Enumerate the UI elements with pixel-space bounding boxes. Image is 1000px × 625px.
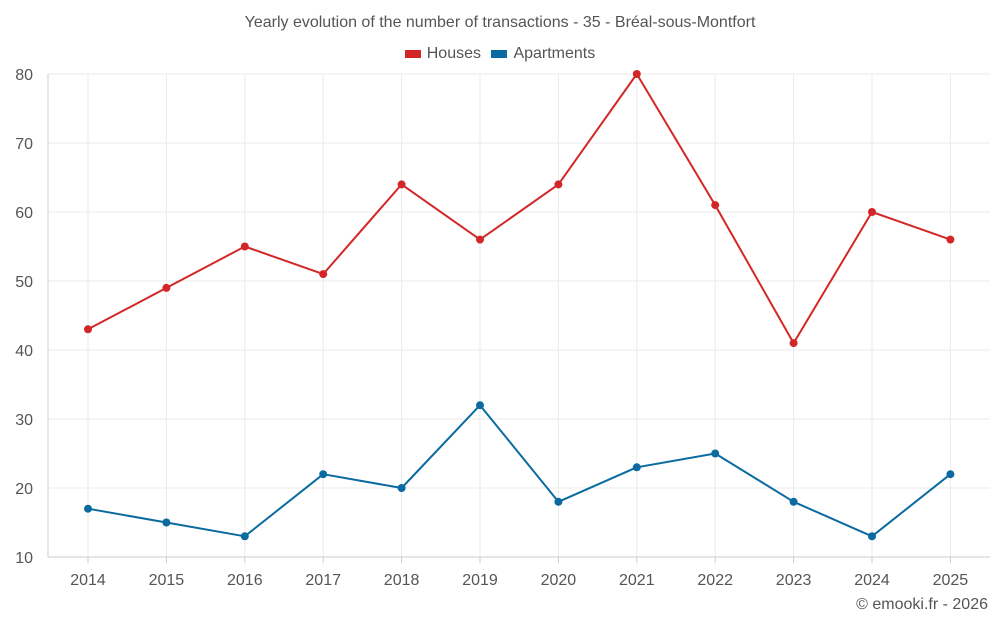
y-tick-label: 60: [15, 205, 33, 222]
legend-label-apartments: Apartments: [513, 45, 596, 62]
legend-item-houses[interactable]: Houses: [404, 45, 481, 63]
data-point-houses[interactable]: [946, 235, 955, 244]
chart-title: Yearly evolution of the number of transa…: [244, 14, 756, 31]
data-point-houses[interactable]: [319, 270, 328, 279]
data-point-apartments[interactable]: [162, 518, 171, 527]
x-tick-label: 2023: [776, 572, 812, 589]
data-point-apartments[interactable]: [789, 497, 798, 506]
data-point-apartments[interactable]: [84, 504, 92, 513]
copyright-footer: © emooki.fr - 2026: [856, 596, 988, 613]
y-tick-label: 30: [15, 412, 33, 429]
grid: [48, 73, 990, 558]
data-point-apartments[interactable]: [711, 449, 720, 458]
data-point-houses[interactable]: [632, 70, 641, 78]
data-point-houses[interactable]: [162, 283, 171, 292]
y-tick-label: 50: [15, 274, 33, 291]
y-tick-label: 20: [15, 481, 33, 498]
data-point-houses[interactable]: [868, 208, 876, 216]
x-tick-label: 2016: [227, 572, 263, 589]
data-point-houses[interactable]: [397, 180, 406, 189]
y-tick-label: 70: [15, 136, 33, 153]
data-point-apartments[interactable]: [868, 532, 876, 541]
x-tick-label: 2024: [854, 572, 890, 589]
x-tick-label: 2017: [305, 572, 341, 589]
data-point-apartments[interactable]: [397, 484, 406, 492]
x-tick-label: 2025: [933, 572, 969, 589]
series-line-apartments: [87, 404, 952, 538]
x-tick-label: 2021: [619, 572, 655, 589]
data-point-apartments[interactable]: [946, 470, 955, 479]
legend-swatch-apartments: [491, 50, 508, 58]
y-tick-label: 10: [15, 550, 33, 567]
legend: Houses Apartments: [0, 45, 1000, 63]
y-tick-label: 80: [15, 67, 33, 84]
data-point-houses[interactable]: [711, 201, 720, 210]
x-tick-label: 2015: [149, 572, 185, 589]
x-tick-label: 2019: [462, 572, 498, 589]
legend-label-houses: Houses: [426, 45, 481, 62]
data-point-houses[interactable]: [554, 180, 563, 189]
axes: 10 20 30 40 50 60 70 80 2014 2015 2016 2017 2018 2019…: [15, 67, 990, 589]
data-point-apartments[interactable]: [554, 497, 563, 506]
data-point-apartments[interactable]: [632, 463, 641, 472]
data-point-houses[interactable]: [789, 339, 798, 348]
data-point-apartments[interactable]: [319, 470, 328, 479]
series-layer: [84, 70, 955, 541]
x-tick-label: 2014: [70, 572, 106, 589]
x-tick-label: 2022: [697, 572, 733, 589]
data-point-houses[interactable]: [476, 235, 484, 244]
data-point-apartments[interactable]: [240, 532, 249, 541]
data-point-apartments[interactable]: [476, 401, 484, 410]
data-point-houses[interactable]: [240, 242, 249, 251]
legend-item-apartments[interactable]: Apartments: [491, 45, 595, 63]
data-point-houses[interactable]: [84, 325, 92, 334]
y-tick-label: 40: [15, 343, 33, 360]
x-tick-label: 2018: [384, 572, 420, 589]
series-line-houses: [87, 73, 951, 345]
x-tick-label: 2020: [541, 572, 577, 589]
legend-swatch-houses: [404, 50, 421, 58]
